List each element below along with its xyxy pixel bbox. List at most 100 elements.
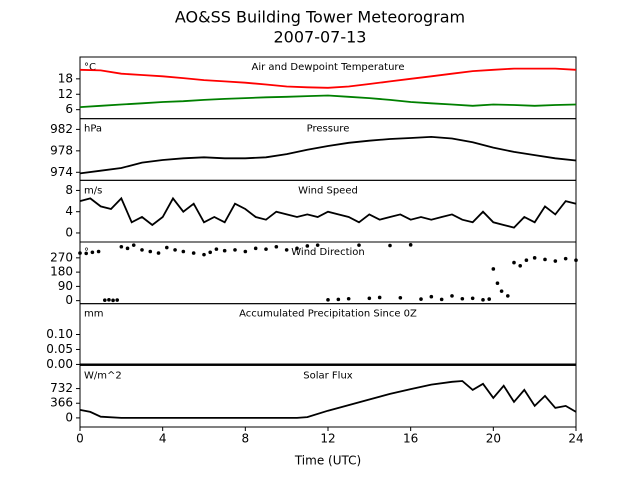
data-point xyxy=(253,246,258,251)
y-tick-label: 270 xyxy=(50,250,73,264)
data-point xyxy=(487,297,492,301)
y-tick-label: 4 xyxy=(65,204,73,218)
data-point xyxy=(214,247,219,251)
data-point xyxy=(125,246,130,251)
data-point xyxy=(524,258,529,263)
y-tick-label: 6 xyxy=(65,102,73,116)
data-point xyxy=(103,298,107,302)
x-tick-label: 4 xyxy=(159,432,167,446)
unit-label: °C xyxy=(84,62,96,73)
unit-label: mm xyxy=(84,309,103,320)
data-point xyxy=(233,248,237,252)
data-point xyxy=(156,251,161,255)
data-point xyxy=(305,244,310,248)
unit-label: hPa xyxy=(84,124,102,135)
data-point xyxy=(208,250,212,255)
data-point xyxy=(495,281,500,286)
data-point xyxy=(518,263,522,268)
panel-title: Air and Dewpoint Temperature xyxy=(252,62,405,73)
data-line xyxy=(79,196,577,229)
y-tick-label: 18 xyxy=(58,71,73,85)
data-point xyxy=(460,296,465,301)
data-point xyxy=(274,244,279,249)
data-point xyxy=(419,297,423,301)
y-tick-label: 0 xyxy=(65,225,73,239)
data-point xyxy=(148,249,153,254)
data-point xyxy=(553,259,558,263)
data-point xyxy=(107,298,111,302)
data-point xyxy=(243,249,248,254)
y-tick-label: 0.05 xyxy=(46,342,73,356)
data-point xyxy=(119,244,124,249)
data-point xyxy=(398,296,403,300)
data-point xyxy=(111,298,115,303)
y-tick-label: 732 xyxy=(50,381,73,395)
panel-title: Wind Direction xyxy=(291,247,365,258)
data-point xyxy=(284,248,289,252)
data-point xyxy=(202,252,206,257)
x-tick-label: 24 xyxy=(568,432,583,446)
data-point xyxy=(78,251,82,255)
data-point xyxy=(90,250,95,255)
data-point xyxy=(191,251,196,255)
data-point xyxy=(264,247,268,251)
data-point xyxy=(574,258,578,263)
data-point xyxy=(499,289,504,293)
y-tick-label: 982 xyxy=(50,122,73,136)
data-point xyxy=(367,296,372,301)
unit-label: W/m^2 xyxy=(84,370,122,381)
data-point xyxy=(222,248,227,253)
x-tick-label: 0 xyxy=(76,432,84,446)
data-point xyxy=(326,298,330,302)
x-axis-label: Time (UTC) xyxy=(294,454,361,468)
data-point xyxy=(115,298,119,302)
data-point xyxy=(450,294,454,298)
data-point xyxy=(131,243,136,247)
data-point xyxy=(336,297,341,302)
y-tick-label: 974 xyxy=(50,165,73,179)
y-tick-label: 0.00 xyxy=(46,357,73,371)
panel-title: Pressure xyxy=(307,124,350,135)
y-tick-label: 0 xyxy=(65,293,73,307)
unit-label: m/s xyxy=(84,185,102,196)
x-tick-label: 12 xyxy=(320,432,335,446)
data-point xyxy=(96,249,101,254)
data-point xyxy=(84,251,88,256)
data-point xyxy=(357,243,361,247)
x-tick-label: 20 xyxy=(486,432,501,446)
data-point xyxy=(346,296,351,301)
data-point xyxy=(563,256,568,261)
data-point xyxy=(388,243,392,248)
y-tick-label: 0 xyxy=(65,410,73,424)
data-point xyxy=(439,297,444,302)
data-point xyxy=(408,243,413,247)
data-line xyxy=(79,135,577,175)
data-point xyxy=(481,298,485,302)
data-point xyxy=(543,257,547,262)
data-point xyxy=(165,245,169,250)
y-tick-label: 180 xyxy=(50,265,73,279)
data-point xyxy=(377,295,382,300)
data-point xyxy=(173,248,177,252)
data-line xyxy=(79,94,577,108)
data-point xyxy=(491,267,496,271)
chart-subtitle: 2007-07-13 xyxy=(274,28,367,47)
data-line xyxy=(79,380,577,419)
y-tick-label: 366 xyxy=(50,396,73,410)
y-tick-label: 978 xyxy=(50,143,73,157)
y-tick-label: 0.10 xyxy=(46,327,73,341)
data-line xyxy=(79,67,577,89)
data-point xyxy=(295,246,299,251)
chart-title: AO&SS Building Tower Meteorogram xyxy=(175,8,465,27)
panel-title: Accumulated Precipitation Since 0Z xyxy=(239,309,417,320)
x-tick-label: 16 xyxy=(403,432,418,446)
data-point xyxy=(506,294,510,298)
data-point xyxy=(470,296,475,301)
data-point xyxy=(532,256,537,260)
y-tick-label: 90 xyxy=(58,279,73,293)
data-point xyxy=(429,294,434,299)
x-tick-label: 8 xyxy=(242,432,250,446)
panel-title: Solar Flux xyxy=(303,370,353,381)
data-point xyxy=(512,260,516,265)
